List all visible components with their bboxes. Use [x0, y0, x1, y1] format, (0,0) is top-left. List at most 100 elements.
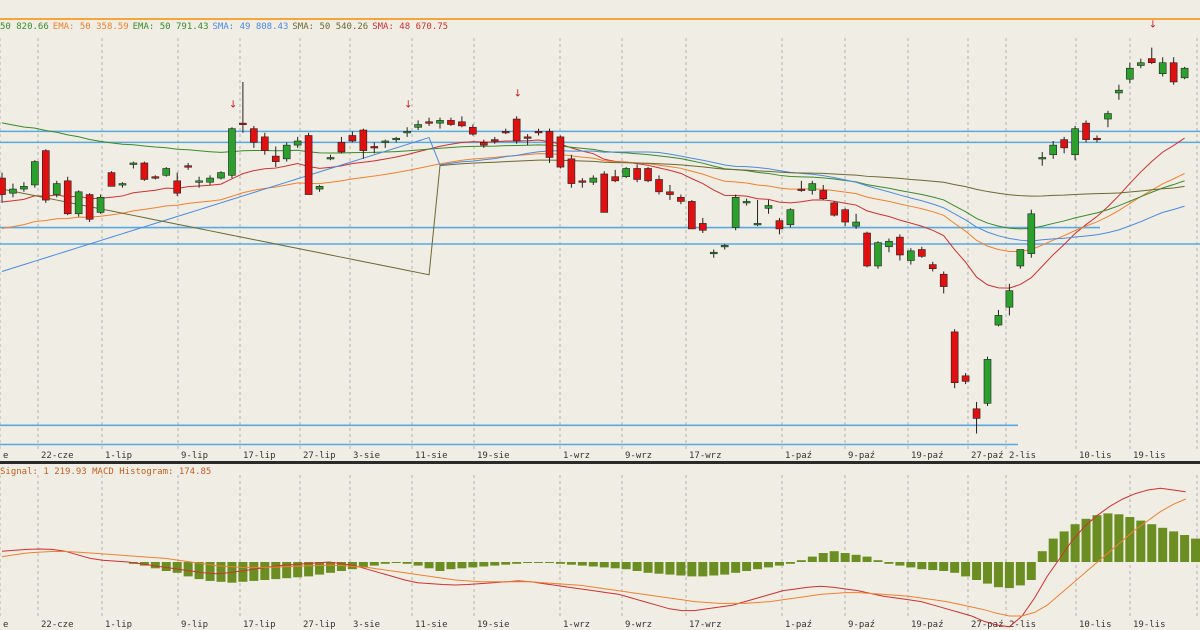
x-tick-label-macd: 19-sie	[477, 620, 510, 630]
macd-histogram-bar	[840, 553, 850, 562]
x-tick-label: 9-wrz	[625, 451, 652, 461]
candle-body	[436, 120, 444, 124]
candle-body	[479, 142, 488, 146]
candle-body	[1049, 144, 1057, 156]
candle-body	[162, 168, 171, 176]
candle-body	[972, 408, 981, 419]
macd-histogram-bar	[238, 562, 248, 582]
macd-histogram-bar	[545, 562, 554, 563]
candle-body	[1071, 128, 1079, 156]
candle-body	[698, 223, 707, 231]
macd-histogram-bar	[282, 562, 292, 579]
x-tick-label: 17-lip	[243, 451, 276, 461]
candle-body	[523, 136, 532, 139]
x-tick-label-macd: 19-paź	[911, 620, 944, 630]
candle-body	[447, 120, 455, 125]
candle-body	[403, 131, 411, 134]
x-tick-label: 1-wrz	[563, 451, 590, 461]
indicator-5: SMA: 48 670.75	[372, 22, 449, 32]
x-tick-label-macd: 17-lip	[243, 620, 276, 630]
x-tick-label: 27-paź	[971, 451, 1004, 461]
macd-histogram-bar	[895, 562, 905, 566]
macd-histogram-bar	[501, 562, 511, 565]
macd-histogram-bar	[1191, 538, 1200, 562]
macd-histogram-bar	[336, 562, 346, 571]
candle-body	[633, 168, 641, 180]
signal-arrow: ↓	[404, 99, 412, 110]
candle-body	[228, 128, 236, 176]
macd-histogram-bar	[369, 562, 379, 566]
indicator-0: 50 820.66	[0, 22, 49, 32]
candle-body	[917, 249, 926, 257]
x-tick-label: 1-lip	[105, 451, 132, 461]
macd-histogram-bar	[709, 562, 719, 576]
macd-histogram-bar	[139, 562, 149, 566]
macd-histogram-bar	[742, 562, 752, 571]
candle-body	[1027, 213, 1036, 254]
candle-body	[348, 135, 357, 142]
candle-body	[677, 197, 685, 202]
candle-body	[764, 205, 773, 209]
macd-histogram-bar	[1092, 515, 1102, 562]
candle-body	[31, 161, 39, 186]
macd-histogram-bar	[1103, 513, 1113, 562]
candle-body	[359, 129, 368, 151]
candle-body	[293, 140, 302, 146]
macd-histogram-bar	[194, 562, 204, 580]
candle-body	[939, 273, 948, 287]
candle-body	[1060, 139, 1068, 149]
candle-body	[9, 188, 17, 194]
candle-body	[1169, 62, 1178, 83]
x-tick-label: 9-lip	[181, 451, 208, 461]
candle-body	[1104, 113, 1112, 120]
candle-body	[41, 150, 50, 201]
candle-body	[118, 183, 127, 186]
x-tick-label: 11-sie	[415, 451, 448, 461]
macd-histogram-bar	[216, 562, 226, 582]
candle-body	[458, 121, 466, 127]
macd-histogram-bar	[599, 562, 609, 568]
x-tick-label: 22-cze	[41, 451, 74, 461]
macd-histogram-bar	[961, 562, 971, 577]
candle-body	[74, 191, 83, 215]
candle-body	[644, 168, 652, 182]
macd-histogram-bar	[446, 562, 456, 570]
candle-body	[896, 236, 904, 256]
x-tick-label-macd: 3-sie	[353, 620, 380, 630]
candle-body	[556, 136, 565, 168]
candle-body	[1016, 249, 1025, 267]
candle-body	[709, 251, 718, 255]
candle-body	[863, 232, 871, 267]
candle-body	[611, 176, 620, 182]
candle-body	[129, 162, 138, 165]
candle-body	[52, 183, 61, 195]
x-tick-label-macd: 1-lip	[105, 620, 132, 630]
indicator-2: EMA: 50 791.43	[132, 22, 209, 32]
candle-body	[184, 165, 192, 168]
candle-body	[983, 359, 992, 404]
candle-body	[655, 179, 663, 193]
macd-histogram-bar	[621, 562, 631, 570]
macd-histogram-bar	[555, 562, 565, 564]
macd-histogram-bar	[490, 562, 500, 566]
x-tick-label: 17-wrz	[689, 451, 722, 461]
macd-histogram-bar	[566, 562, 576, 565]
candle-body	[0, 177, 6, 195]
macd-histogram-bar	[720, 562, 730, 575]
candle-body	[753, 223, 762, 226]
candle-body	[250, 128, 258, 143]
candle-body	[271, 155, 280, 162]
macd-histogram-bar	[632, 562, 642, 571]
macd-histogram-bar	[293, 562, 303, 578]
x-tick-label: 10-lis	[1079, 451, 1112, 461]
candle-body	[239, 122, 247, 125]
macd-histogram-bar	[829, 551, 839, 562]
candle-body	[173, 180, 181, 194]
macd-histogram-value: 174.85	[178, 467, 212, 477]
macd-histogram-bar	[851, 554, 861, 562]
candle-body	[206, 177, 214, 183]
candle-body	[1082, 122, 1090, 140]
macd-legend: Signal: 1 219.93 MACD Histogram: 174.85	[0, 467, 211, 477]
